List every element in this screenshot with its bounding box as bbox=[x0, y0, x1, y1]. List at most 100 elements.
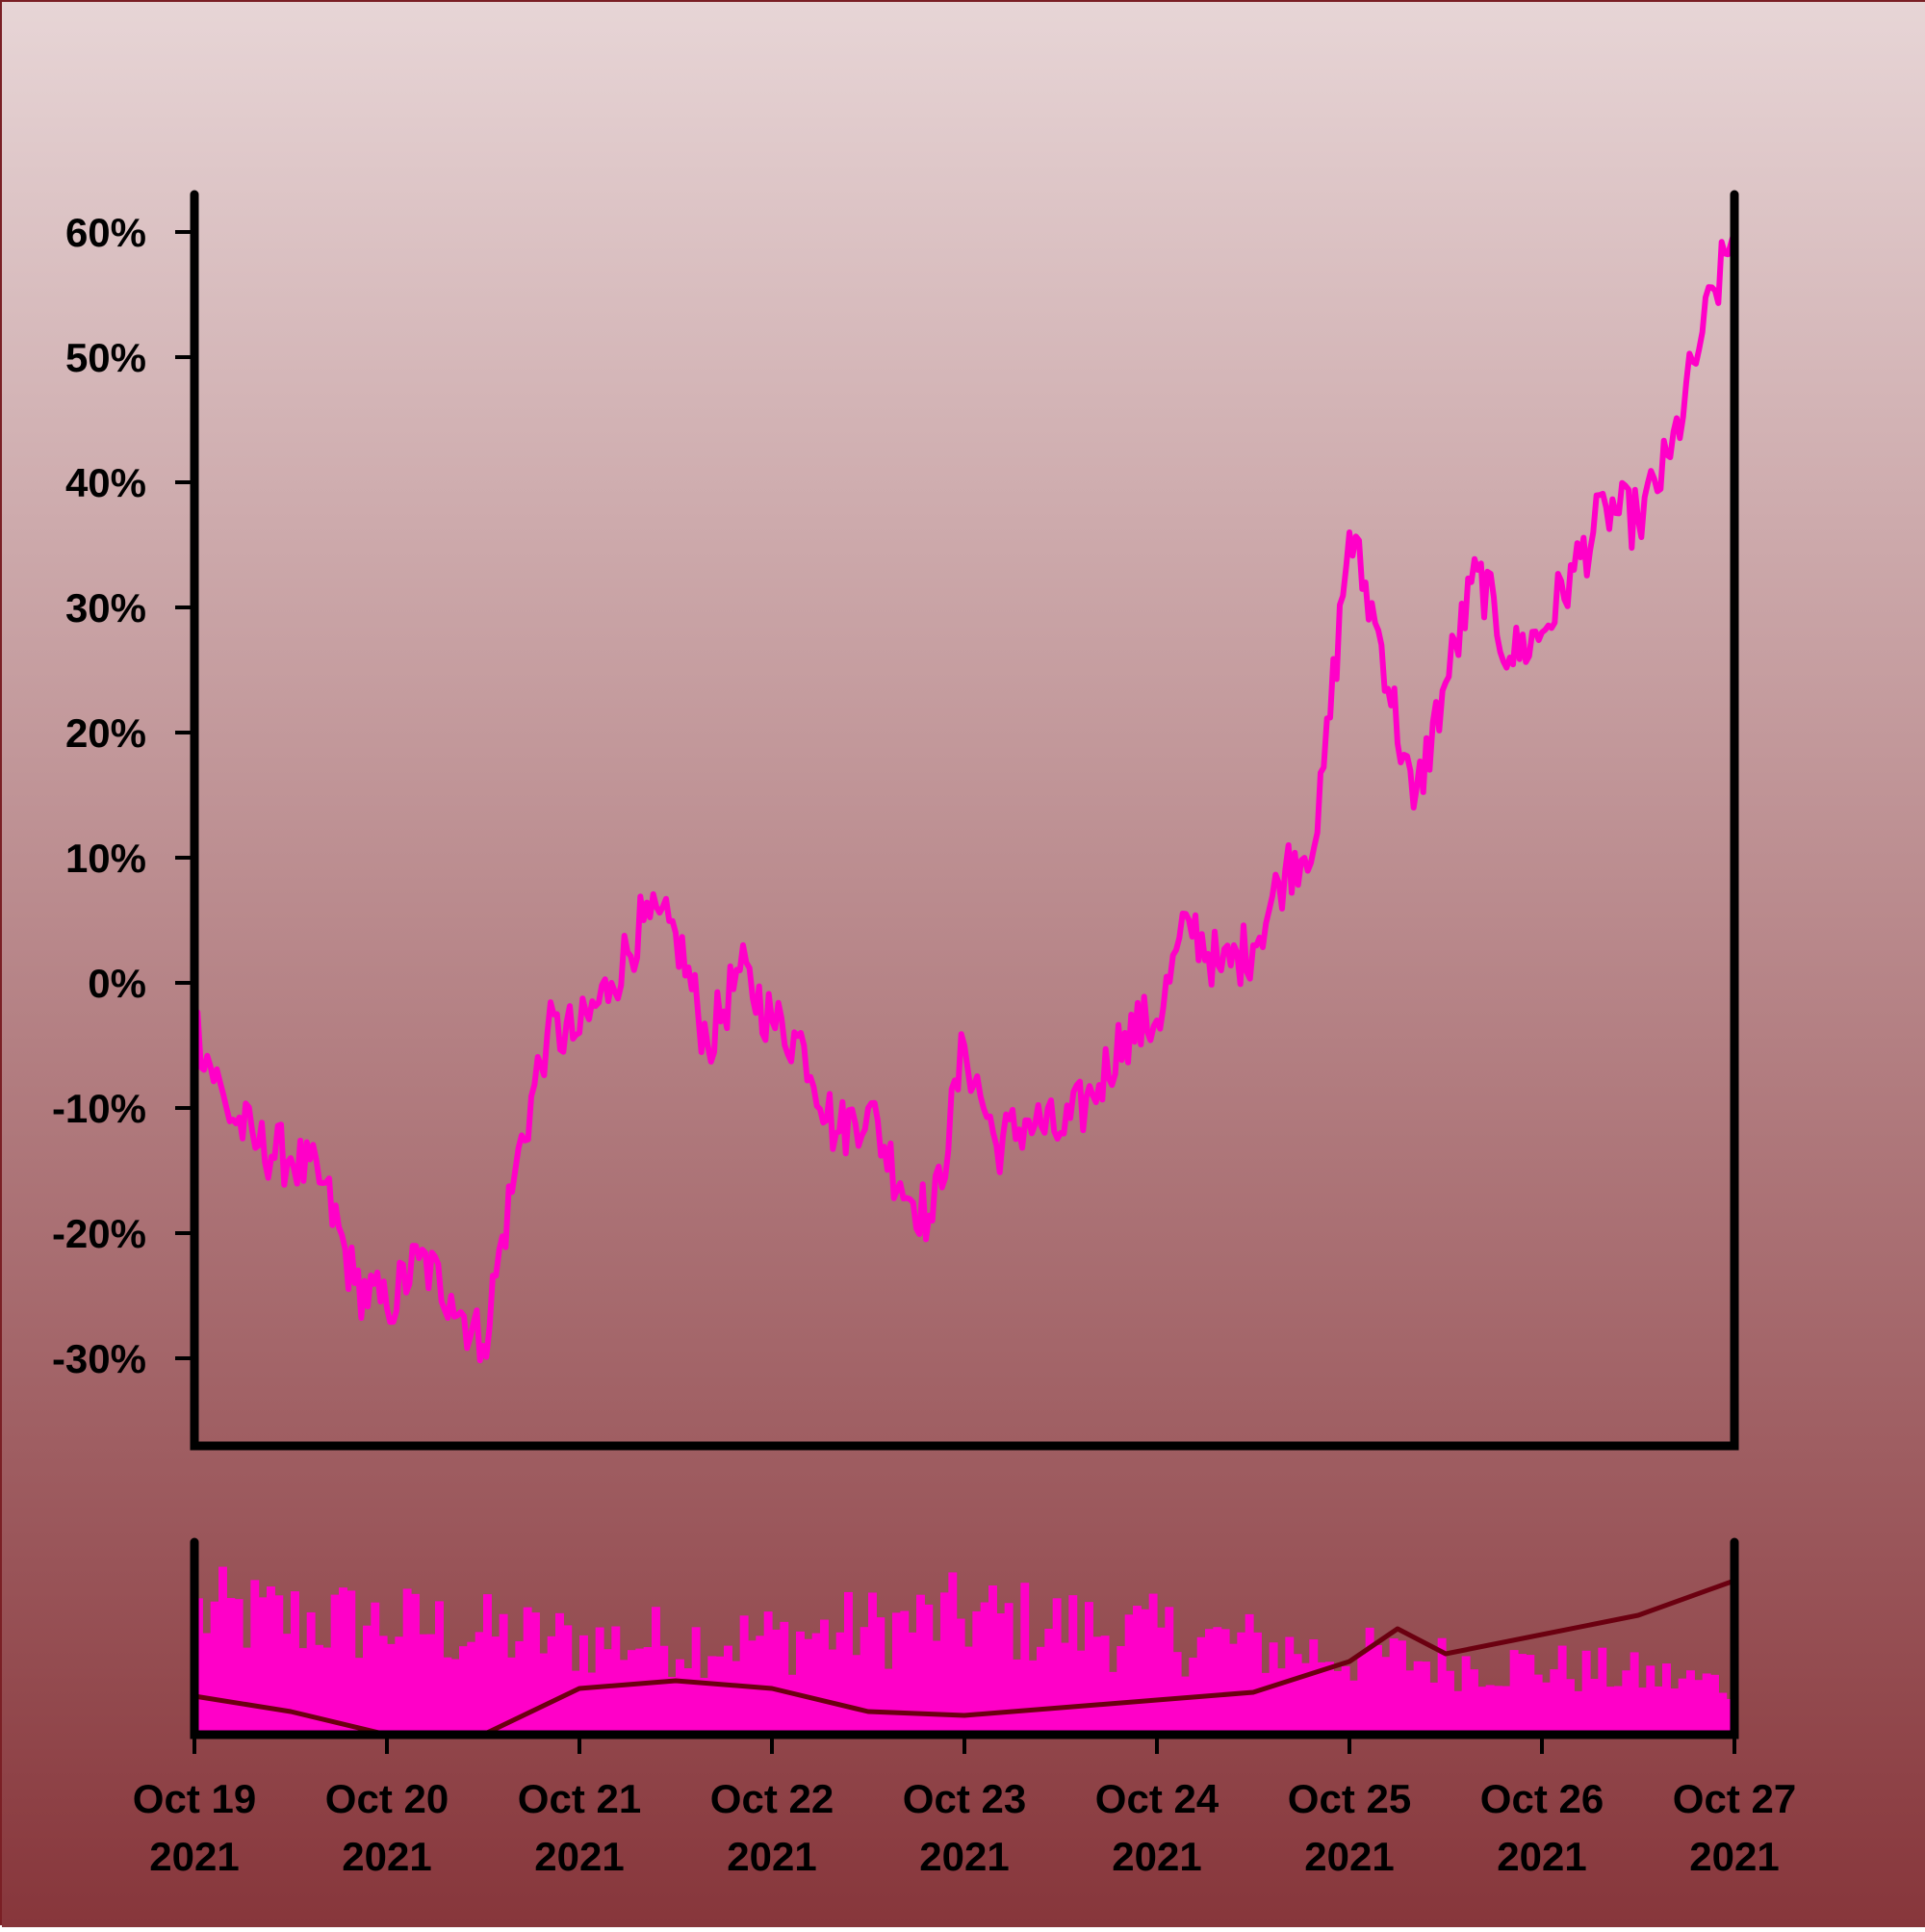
volume-bar bbox=[202, 1633, 212, 1735]
y-tick-label: 60% bbox=[65, 210, 146, 255]
volume-bar bbox=[659, 1645, 669, 1735]
volume-bar bbox=[555, 1612, 564, 1735]
volume-bar bbox=[676, 1659, 684, 1735]
volume-bar bbox=[611, 1626, 621, 1735]
volume-bar bbox=[435, 1601, 444, 1735]
volume-bar bbox=[315, 1644, 323, 1735]
volume-bar bbox=[1630, 1652, 1639, 1735]
volume-bar bbox=[587, 1672, 597, 1735]
volume-bar bbox=[1598, 1647, 1607, 1735]
volume-bar bbox=[1004, 1603, 1014, 1735]
x-tick-label: Oct 27 bbox=[1673, 1776, 1796, 1821]
volume-bar bbox=[419, 1634, 428, 1735]
volume-bar bbox=[1172, 1652, 1182, 1735]
volume-bar bbox=[226, 1598, 236, 1735]
volume-bar bbox=[426, 1634, 436, 1735]
volume-bar bbox=[972, 1610, 982, 1735]
volume-bar bbox=[1245, 1613, 1254, 1735]
volume-bar bbox=[1157, 1627, 1166, 1735]
volume-bar bbox=[763, 1611, 773, 1735]
volume-bar bbox=[339, 1587, 347, 1735]
volume-bar bbox=[652, 1607, 660, 1735]
volume-bar bbox=[539, 1653, 549, 1735]
volume-bar bbox=[811, 1633, 821, 1735]
y-tick-label: 0% bbox=[88, 961, 146, 1006]
volume-bar bbox=[1413, 1661, 1423, 1735]
volume-bar bbox=[1253, 1632, 1262, 1735]
volume-bar bbox=[1229, 1643, 1238, 1735]
volume-bar bbox=[298, 1648, 308, 1735]
volume-bar bbox=[1085, 1602, 1093, 1735]
volume-bar bbox=[1220, 1629, 1230, 1735]
volume-bar bbox=[876, 1617, 886, 1735]
x-tick-label: Oct 20 bbox=[325, 1776, 449, 1821]
volume-bar bbox=[595, 1627, 604, 1735]
volume-bar bbox=[772, 1629, 781, 1735]
volume-bar bbox=[988, 1585, 997, 1735]
volume-bar bbox=[1141, 1609, 1150, 1735]
volume-bar bbox=[1116, 1646, 1126, 1735]
x-tick-label-year: 2021 bbox=[1112, 1834, 1201, 1879]
volume-bar bbox=[739, 1615, 749, 1735]
volume-bar bbox=[1196, 1636, 1206, 1735]
y-tick-label: 40% bbox=[65, 460, 146, 505]
volume-bar bbox=[1422, 1662, 1430, 1735]
volume-bar bbox=[1092, 1636, 1102, 1735]
volume-bar bbox=[571, 1670, 580, 1735]
x-tick-label: Oct 26 bbox=[1480, 1776, 1604, 1821]
volume-bar bbox=[411, 1593, 420, 1735]
volume-bar bbox=[1622, 1670, 1631, 1735]
y-tick-label: 30% bbox=[65, 585, 146, 631]
volume-bar bbox=[499, 1613, 508, 1735]
volume-bar bbox=[1605, 1687, 1615, 1735]
volume-bar bbox=[1694, 1680, 1704, 1735]
volume-bar bbox=[780, 1621, 789, 1735]
volume-bar bbox=[523, 1607, 532, 1735]
volume-bar bbox=[628, 1650, 636, 1735]
volume-bar bbox=[234, 1599, 244, 1735]
volume-bar bbox=[852, 1655, 861, 1735]
volume-bar bbox=[1373, 1644, 1382, 1735]
volume-bar bbox=[956, 1618, 965, 1735]
volume-bar bbox=[619, 1660, 629, 1735]
volume-bar bbox=[916, 1594, 925, 1735]
volume-bar bbox=[1100, 1636, 1110, 1735]
volume-bar bbox=[1309, 1639, 1319, 1735]
x-tick-label-year: 2021 bbox=[534, 1834, 624, 1879]
volume-bar bbox=[667, 1676, 677, 1735]
volume-bar bbox=[515, 1640, 525, 1735]
volume-bar bbox=[828, 1649, 837, 1735]
volume-bar bbox=[820, 1619, 829, 1735]
volume-bar bbox=[1429, 1682, 1439, 1735]
main-axes-frame bbox=[190, 190, 1739, 1451]
volume-bar bbox=[322, 1647, 332, 1735]
volume-bar bbox=[579, 1635, 588, 1735]
volume-bar bbox=[1068, 1595, 1078, 1735]
volume-bar bbox=[635, 1648, 645, 1735]
volume-bar bbox=[1261, 1672, 1270, 1735]
volume-bar bbox=[932, 1640, 941, 1735]
volume-bar bbox=[1301, 1662, 1310, 1735]
volume-bar bbox=[1574, 1690, 1583, 1735]
volume-bar bbox=[274, 1595, 284, 1735]
volume-bar bbox=[1566, 1679, 1575, 1735]
volume-bar bbox=[243, 1647, 251, 1735]
volume-bar bbox=[796, 1631, 805, 1735]
volume-bar bbox=[483, 1594, 492, 1735]
x-tick-label-year: 2021 bbox=[1497, 1834, 1586, 1879]
volume-bar bbox=[1446, 1670, 1454, 1735]
volume-bar bbox=[1133, 1606, 1142, 1735]
volume-bar bbox=[291, 1591, 299, 1735]
volume-bar bbox=[1494, 1686, 1502, 1735]
volume-bar bbox=[1341, 1665, 1350, 1735]
volume-bar bbox=[940, 1592, 949, 1735]
volume-bar bbox=[1277, 1668, 1286, 1735]
volume-bar bbox=[1165, 1607, 1174, 1735]
x-tick-label: Oct 23 bbox=[903, 1776, 1026, 1821]
volume-bar bbox=[900, 1610, 910, 1735]
volume-bar bbox=[844, 1591, 853, 1735]
volume-bar bbox=[1437, 1637, 1447, 1735]
volume-bar bbox=[1518, 1654, 1527, 1735]
